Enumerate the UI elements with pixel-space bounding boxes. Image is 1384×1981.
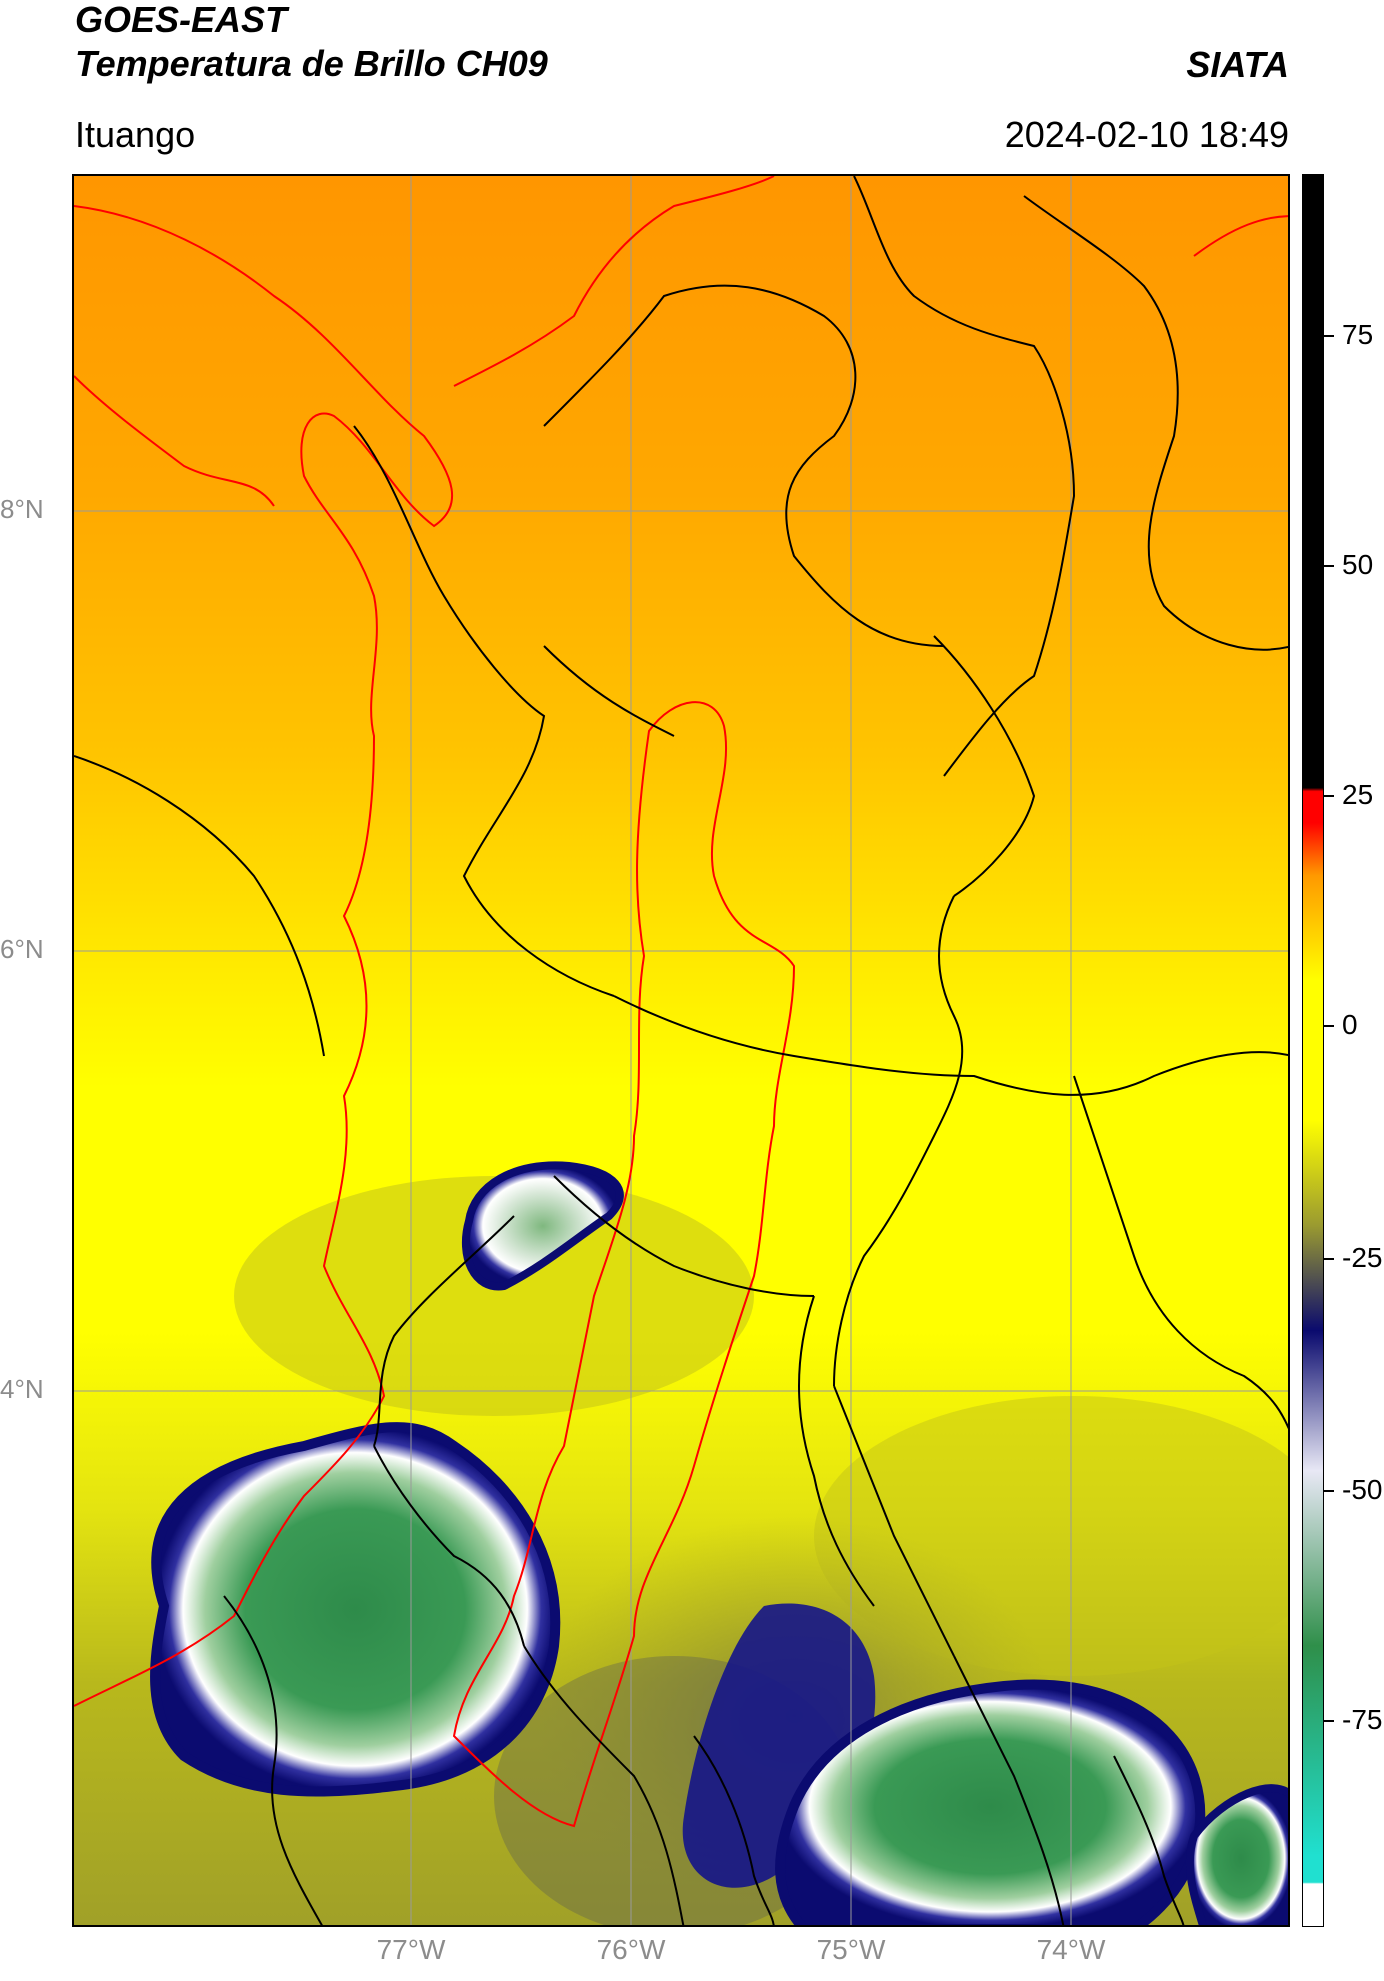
colorbar-label-neg50: -50 [1342, 1474, 1383, 1505]
colorbar-tick [1324, 1258, 1334, 1260]
pacific-coastline [74, 205, 453, 1707]
lon-label-75w: 75°W [816, 1934, 886, 1965]
convective-cloud-small [461, 1161, 624, 1291]
colorbar-tick [1324, 795, 1334, 797]
lat-label-8n: 8°N [0, 494, 44, 524]
colorbar-tick [1324, 1720, 1334, 1722]
colorbar-label-25: 25 [1342, 779, 1374, 810]
satellite-title: GOES-EAST [75, 0, 288, 40]
lon-label-76w: 76°W [596, 1934, 666, 1965]
political-borders [74, 176, 1288, 1925]
lon-label-77w: 77°W [376, 1934, 446, 1965]
colorbar-tick [1324, 335, 1334, 337]
temperature-colorbar [1302, 174, 1324, 1927]
lat-label-6n: 6°N [0, 934, 44, 964]
colorbar-label-0: 0 [1342, 1009, 1358, 1040]
region-label: Ituango [75, 114, 196, 155]
colorbar-tick [1324, 1025, 1334, 1027]
graticule [74, 176, 1288, 1925]
lon-label-74w: 74°W [1036, 1934, 1106, 1965]
convective-cloud-southeast [775, 1679, 1206, 1925]
convective-cloud-east-edge [1185, 1784, 1288, 1925]
coastline-north [74, 375, 275, 507]
colorbar-label-50: 50 [1342, 549, 1374, 580]
product-title: Temperatura de Brillo CH09 [75, 43, 548, 84]
colorbar-tick [1324, 565, 1334, 567]
colorbar-tick [1324, 1490, 1334, 1492]
caribbean-coastline [453, 176, 775, 387]
ituango-basin-outline [452, 701, 796, 1828]
colorbar-label-neg25: -25 [1342, 1242, 1383, 1273]
colorbar-label-neg75: -75 [1342, 1704, 1383, 1735]
brightness-temperature-map[interactable] [72, 174, 1290, 1927]
convective-cloud-west [150, 1422, 561, 1797]
colorbar-label-75: 75 [1342, 319, 1374, 350]
lat-label-4n: 4°N [0, 1374, 44, 1404]
timestamp-label: 2024-02-10 18:49 [1004, 114, 1289, 155]
coastline-northeast [1193, 215, 1288, 257]
organization-label: SIATA [1186, 44, 1289, 85]
map-canvas [74, 176, 1288, 1925]
